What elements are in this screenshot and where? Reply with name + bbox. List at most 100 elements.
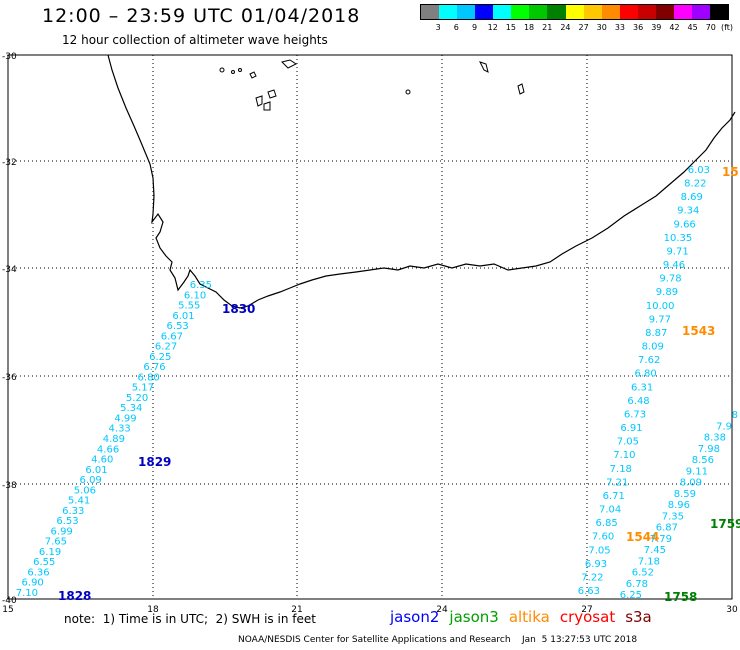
wave-height-value: 7.35: [662, 511, 684, 522]
wave-height-value: 6.80: [138, 372, 160, 383]
legend-swatch: [547, 5, 566, 19]
footnote: note: 1) Time is in UTC; 2) SWH is in fe…: [64, 612, 316, 626]
lon-tick-label: 30: [726, 605, 738, 615]
wave-height-value: 8.96: [668, 500, 690, 511]
wave-height-value: 4.66: [97, 444, 119, 455]
wave-height-value: 7.45: [644, 545, 666, 556]
legend-tick-label: 36: [633, 23, 644, 32]
wave-height-value: 6.19: [39, 547, 61, 558]
wave-height-value: 9.66: [674, 219, 696, 230]
wave-height-value: 7.05: [588, 545, 610, 556]
wave-height-value: 9.89: [656, 287, 678, 298]
wave-height-value: 9.34: [677, 206, 699, 217]
wave-height-value: 6.01: [85, 465, 107, 476]
wave-height-value: 4.33: [109, 424, 131, 435]
wave-height-value: 4.89: [103, 434, 125, 445]
wave-height-value: 6.25: [149, 352, 171, 363]
legend-color-bar: [420, 4, 729, 20]
wave-height-value: 6.91: [620, 423, 642, 434]
legend-tick-label: 30: [596, 23, 607, 32]
track-time-label: 1830: [222, 302, 255, 316]
legend-tick-label: 6: [453, 23, 459, 32]
legend-tick-label: 3: [435, 23, 441, 32]
wave-height-value: 8.69: [681, 192, 703, 203]
satellite-legend: jason2 jason3 altika cryosat s3a: [390, 608, 662, 626]
altimeter-tracks: 7.106.906.366.556.197.656.996.536.335.41…: [16, 165, 740, 604]
lon-tick-label: 15: [2, 605, 13, 615]
legend-swatch: [691, 5, 710, 19]
wave-height-value: 5.06: [74, 485, 96, 496]
track-time-label: 1544: [626, 530, 659, 544]
satellite-s3a: s3a: [625, 608, 652, 626]
wave-height-value: 5.41: [68, 496, 90, 507]
legend-tick-label: 12: [487, 23, 498, 32]
wave-height-legend: 3 6 9 12 15 18 21 24 27 30 33 36 39 42 45 70 (ft): [420, 4, 733, 34]
islands: [219, 59, 525, 111]
wave-height-value: 6.73: [624, 409, 646, 420]
track-time-label: 15: [722, 165, 739, 179]
legend-swatch: [565, 5, 584, 19]
wave-height-value: 6.67: [161, 331, 183, 342]
legend-swatch: [511, 5, 530, 19]
wave-height-value: 8.38: [704, 433, 726, 444]
track-time-label: 1543: [682, 324, 715, 338]
track-time-label: 1759: [710, 517, 740, 531]
lat-tick-label: -40: [2, 596, 17, 606]
wave-height-value: 6.03: [688, 165, 710, 176]
legend-swatch: [619, 5, 638, 19]
legend-swatch: [637, 5, 656, 19]
graticule: 15 18 21 24 27 30 -30 -32 -34 -36 -38 -40: [2, 52, 738, 615]
satellite-jason3: jason3: [449, 608, 499, 626]
legend-swatch: [710, 5, 729, 19]
wave-height-value: 9.71: [666, 246, 688, 257]
wave-height-value: 7.79: [650, 534, 672, 545]
wave-height-value: 10.35: [664, 233, 693, 244]
legend-swatch: [421, 5, 440, 19]
legend-swatch: [475, 5, 494, 19]
wave-height-value: 8.87: [645, 328, 667, 339]
wave-height-value: 7.9: [716, 421, 732, 432]
satellite-jason2: jason2: [390, 608, 440, 626]
wave-height-value: 6.99: [51, 526, 73, 537]
wave-height-value: 8.09: [642, 342, 664, 353]
legend-tick-label: 33: [614, 23, 626, 32]
wave-height-value: 6.36: [27, 567, 49, 578]
track-time-label: 1828: [58, 589, 91, 603]
legend-tick-label: 15: [505, 23, 516, 32]
wave-height-value: 7.65: [45, 537, 67, 548]
lon-tick-label: 24: [436, 605, 448, 615]
wave-height-value: 6.09: [80, 475, 102, 486]
legend-tick-label: 45: [687, 23, 698, 32]
lat-tick-label: -30: [2, 52, 17, 62]
wave-height-value: 10.00: [646, 301, 675, 312]
legend-tick-label: 42: [669, 23, 680, 32]
wave-height-value: 5.20: [126, 393, 148, 404]
wave-height-value: 4.60: [91, 455, 113, 466]
legend-swatch: [439, 5, 458, 19]
legend-swatch: [583, 5, 602, 19]
wave-height-value: 6.33: [62, 506, 84, 517]
wave-height-value: 7.18: [638, 556, 660, 567]
legend-swatch: [493, 5, 512, 19]
wave-height-value: 6.55: [33, 557, 55, 568]
lat-tick-label: -32: [2, 158, 17, 168]
lat-tick-label: -38: [2, 481, 17, 491]
wave-height-value: 6.90: [22, 578, 44, 589]
wave-height-value: 8.09: [680, 478, 702, 489]
wave-height-value: 7.62: [638, 355, 660, 366]
lat-tick-label: -34: [2, 265, 17, 275]
legend-swatch: [655, 5, 674, 19]
legend-swatch: [529, 5, 548, 19]
track-time-label: 1758: [664, 590, 697, 604]
wave-height-value: 6.71: [603, 491, 625, 502]
wave-height-value: 5.34: [120, 403, 142, 414]
legend-tick-label: 27: [578, 23, 589, 32]
lat-tick-label: -36: [2, 373, 17, 383]
map-subtitle: 12 hour collection of altimeter wave hei…: [62, 33, 328, 47]
wave-height-value: 6.85: [595, 518, 617, 529]
lon-tick-label: 18: [147, 605, 159, 615]
wave-height-value: 8.56: [692, 455, 714, 466]
wave-height-value: 6.93: [585, 559, 607, 570]
wave-height-value: 9.11: [686, 466, 708, 477]
map-title: 12:00 – 23:59 UTC 01/04/2018: [42, 5, 361, 27]
